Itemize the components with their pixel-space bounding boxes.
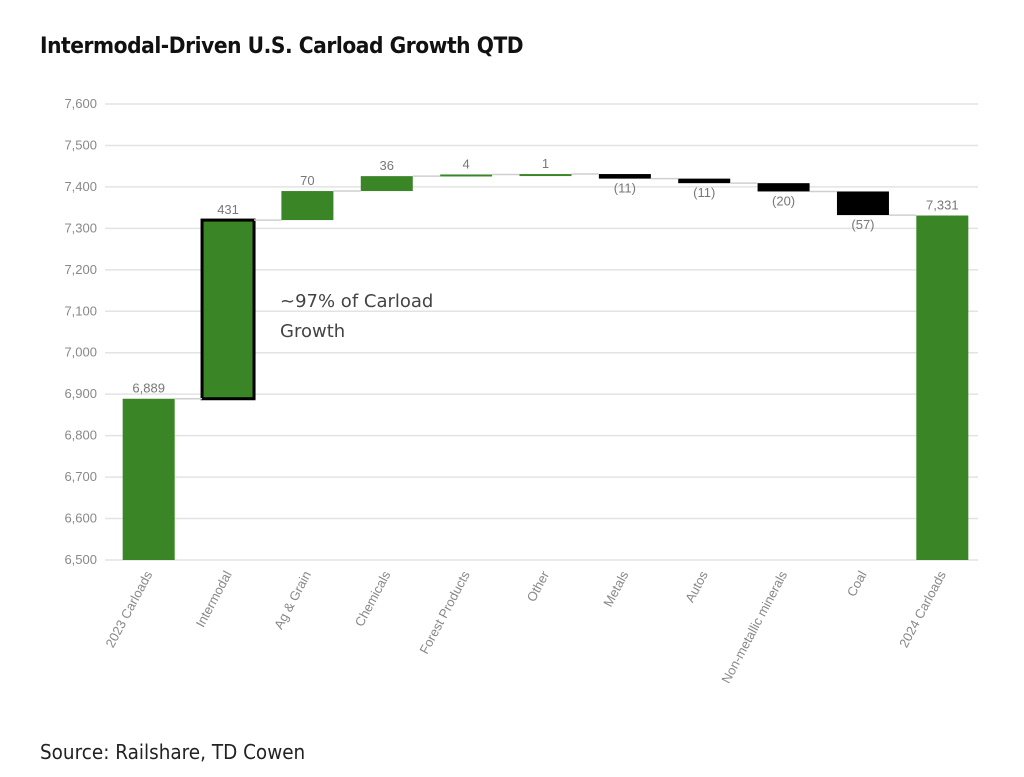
bar-2023-carloads — [122, 398, 175, 560]
x-tick-label: Intermodal — [193, 568, 235, 629]
source-note: Source: Railshare, TD Cowen — [40, 740, 306, 764]
x-tick-label: Ag & Grain — [271, 568, 314, 631]
bar-2024-carloads — [916, 215, 969, 560]
bar-coal — [836, 191, 889, 216]
x-tick-label: 2024 Carloads — [896, 568, 949, 650]
bar-other — [519, 174, 572, 177]
y-tick-label: 7,400 — [64, 179, 97, 194]
data-label: 70 — [300, 173, 314, 188]
bar-autos — [678, 178, 731, 184]
data-label: 7,331 — [926, 198, 959, 213]
y-tick-label: 6,900 — [64, 386, 97, 401]
bar-forest-products — [440, 174, 493, 177]
annotation-text: ~97% of Carload — [280, 291, 433, 312]
y-tick-label: 6,600 — [64, 511, 97, 526]
annotation-text: Growth — [280, 321, 345, 342]
y-tick-label: 7,000 — [64, 345, 97, 360]
data-label: 6,889 — [132, 381, 165, 396]
x-tick-label: Other — [524, 568, 553, 604]
y-tick-label: 7,200 — [64, 262, 97, 277]
bar-metals — [598, 174, 651, 179]
x-tick-label: Non-metallic minerals — [718, 568, 790, 686]
data-label: 1 — [542, 156, 549, 171]
y-tick-label: 6,500 — [64, 552, 97, 567]
bar-chemicals — [360, 176, 413, 192]
x-tick-label: Forest Products — [416, 568, 473, 656]
y-tick-label: 7,500 — [64, 137, 97, 152]
x-tick-label: Autos — [682, 568, 711, 605]
data-label: (11) — [693, 185, 715, 200]
y-tick-label: 6,800 — [64, 428, 97, 443]
chart-title: Intermodal-Driven U.S. Carload Growth QT… — [40, 34, 524, 59]
data-label: 4 — [463, 156, 470, 171]
bar-ag-grain — [281, 191, 334, 221]
data-label: (20) — [772, 193, 795, 208]
x-tick-label: 2023 Carloads — [102, 568, 155, 650]
x-tick-label: Metals — [600, 568, 631, 609]
data-label: 36 — [380, 158, 394, 173]
y-tick-label: 7,600 — [64, 96, 97, 111]
bar-intermodal — [200, 218, 256, 401]
data-label: 431 — [217, 202, 239, 217]
y-tick-label: 7,300 — [64, 220, 97, 235]
y-tick-label: 6,700 — [64, 469, 97, 484]
data-label: (11) — [614, 181, 636, 196]
y-tick-label: 7,100 — [64, 303, 97, 318]
data-label: (57) — [851, 217, 874, 232]
x-tick-label: Chemicals — [352, 568, 394, 629]
bar-non-metallic-minerals — [757, 183, 810, 192]
x-tick-label: Coal — [844, 568, 870, 599]
